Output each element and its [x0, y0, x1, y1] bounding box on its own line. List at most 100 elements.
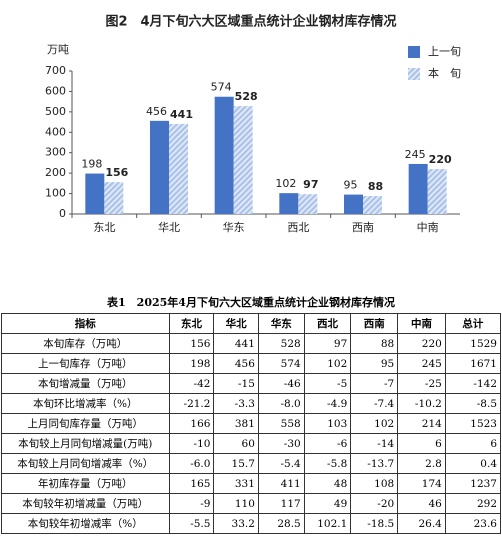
x-tick-label: 中南 — [417, 221, 439, 234]
value-label: 574 — [211, 81, 232, 94]
table-cell: 528 — [257, 333, 305, 354]
x-tick-label: 西南 — [352, 221, 374, 234]
table-cell: 214 — [397, 413, 446, 434]
bar — [214, 96, 234, 214]
value-label: 95 — [344, 179, 358, 192]
chart-title: 图2 4月下旬六大区域重点统计企业钢材库存情况 — [105, 14, 396, 30]
y-tick-label: 400 — [45, 125, 66, 138]
table-row: 本旬较年初增减率（%） -5.5 33.2 28.5 102.1 -18.5 26.4 23.… — [1, 513, 502, 534]
bar — [363, 196, 382, 214]
table-cell: -30 — [257, 433, 305, 454]
bar — [298, 194, 318, 214]
table-cell: -4.9 — [303, 393, 352, 414]
table-cell: 33.2 — [213, 513, 259, 534]
value-label: 88 — [368, 180, 383, 193]
y-tick-label: 600 — [45, 84, 66, 97]
header-cell: 西北 — [303, 313, 352, 334]
table-cell: 上一旬库存（万吨） — [1, 353, 170, 374]
header-cell: 中南 — [397, 313, 446, 334]
bar — [233, 106, 253, 214]
table-cell: -8.5 — [444, 393, 502, 414]
table-cell: 166 — [168, 413, 215, 434]
value-label: 441 — [170, 108, 193, 121]
legend-label: 上一旬 — [428, 45, 461, 58]
table-row: 上一旬库存（万吨） 198 456 574 102 95 245 1671 — [1, 353, 502, 374]
table-row: 本旬较上月同旬增减率（%） -6.0 15.7 -5.4 -5.8 -13.7 2.8 0.4 — [1, 453, 502, 474]
y-tick-label: 700 — [45, 64, 66, 77]
header-cell: 东北 — [168, 313, 215, 334]
table-cell: -15 — [213, 373, 259, 394]
value-label: 220 — [429, 153, 452, 166]
table-row: 上月同旬库存量（万吨） 166 381 558 103 102 214 1523 — [1, 413, 502, 434]
table-cell: 2.8 — [397, 453, 446, 474]
table-cell: -10.2 — [397, 393, 446, 414]
bar — [279, 193, 299, 214]
value-label: 245 — [405, 148, 426, 161]
table-cell: 441 — [213, 333, 259, 354]
table-cell: 49 — [303, 493, 352, 514]
bar — [104, 182, 124, 214]
value-label: 156 — [105, 166, 128, 179]
y-tick-label: 300 — [45, 146, 66, 159]
table-cell: -25 — [397, 373, 446, 394]
value-label: 456 — [146, 105, 167, 118]
table-cell: 6 — [397, 433, 446, 454]
table-cell: 26.4 — [397, 513, 446, 534]
table-cell: 年初库存量（万吨） — [1, 473, 170, 494]
table-cell: 1671 — [444, 353, 502, 374]
table-cell: 本旬较年初增减量（万吨） — [1, 493, 170, 514]
table-cell: -9 — [168, 493, 215, 514]
y-tick-label: 0 — [59, 207, 66, 220]
bar — [169, 123, 188, 214]
bar — [408, 163, 428, 214]
table-cell: -6 — [303, 433, 352, 454]
table-cell: 本旬库存（万吨） — [1, 333, 170, 354]
table-cell: 110 — [213, 493, 259, 514]
x-tick-label: 东北 — [93, 221, 115, 234]
table-cell: 28.5 — [257, 513, 305, 534]
table-cell: -5.5 — [168, 513, 215, 534]
table-cell: 1529 — [444, 333, 502, 354]
table-cell: -18.5 — [350, 513, 399, 534]
table-cell: 558 — [257, 413, 305, 434]
table-row: 本旬较年初增减量（万吨） -9 110 117 49 -20 46 292 — [1, 493, 502, 514]
x-tick-label: 华东 — [223, 220, 245, 234]
table-cell: 198 — [168, 353, 215, 374]
y-axis-label: 万吨 — [47, 43, 69, 56]
table-cell: 165 — [168, 473, 215, 494]
table-cell: -5 — [303, 373, 352, 394]
header-cell: 西南 — [350, 313, 399, 334]
table-cell: 1237 — [444, 473, 502, 494]
header-row: 指标 东北 华北 华东 西北 西南 中南 总计 — [1, 313, 502, 334]
table-cell: 220 — [397, 333, 446, 354]
table-cell: -7 — [350, 373, 399, 394]
table-row: 本旬较上月同旬增减量(万吨) -10 60 -30 -6 -14 6 6 — [1, 433, 502, 454]
bar — [150, 120, 169, 214]
x-tick-label: 西北 — [287, 221, 309, 234]
table-cell: 46 — [397, 493, 446, 514]
table-cell: -5.4 — [257, 453, 305, 474]
table-cell: -8.0 — [257, 393, 305, 414]
table-cell: 本旬较年初增减率（%） — [1, 513, 170, 534]
table-cell: 23.6 — [444, 513, 502, 534]
header-cell: 总计 — [444, 313, 502, 334]
y-tick-label: 500 — [45, 105, 66, 118]
x-tick-label: 华北 — [158, 220, 180, 234]
table-cell: -42 — [168, 373, 215, 394]
table-cell: 本旬增减量（万吨） — [1, 373, 170, 394]
table-cell: 292 — [444, 493, 502, 514]
table-row: 本旬库存（万吨） 156 441 528 97 88 220 1529 — [1, 333, 502, 354]
table-cell: 本旬较上月同旬增减量(万吨) — [1, 433, 170, 454]
table-cell: -14 — [350, 433, 399, 454]
table-cell: -5.8 — [303, 453, 352, 474]
y-tick-label: 200 — [45, 166, 66, 179]
table-cell: 本旬较上月同旬增减率（%） — [1, 453, 170, 474]
table-cell: 245 — [397, 353, 446, 374]
table-cell: 103 — [303, 413, 352, 434]
table-cell: 95 — [350, 353, 399, 374]
table-cell: 本旬环比增减率（%） — [1, 393, 170, 414]
table-cell: 1523 — [444, 413, 502, 434]
table-cell: -3.3 — [213, 393, 259, 414]
table-cell: 0.4 — [444, 453, 502, 474]
